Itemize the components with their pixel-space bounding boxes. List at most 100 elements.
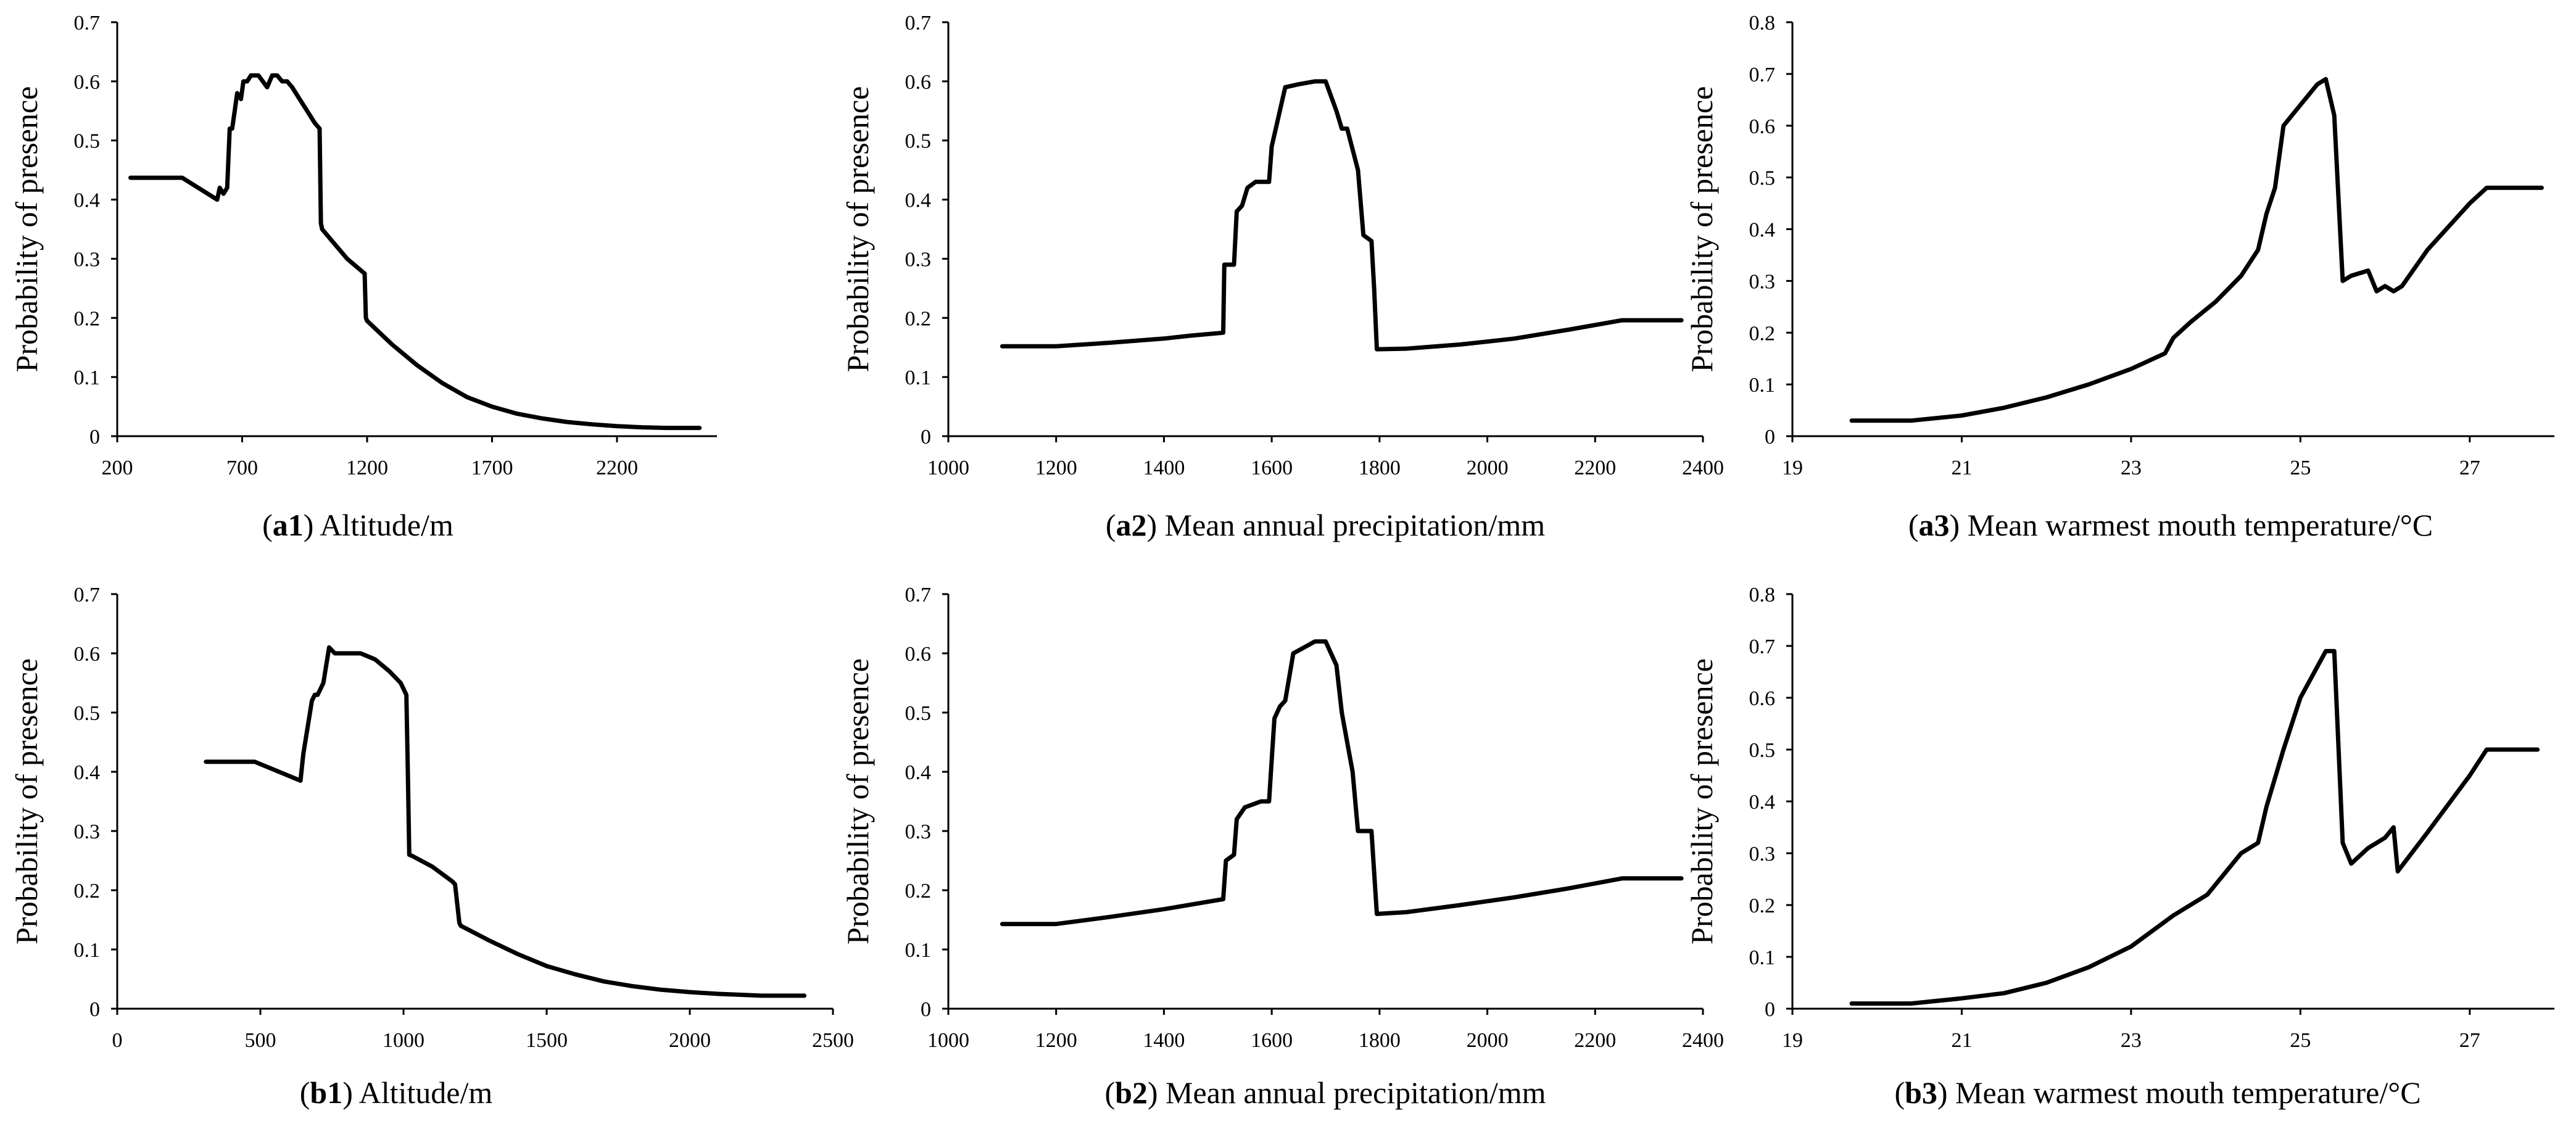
x-tick-label: 1600 <box>1251 457 1293 479</box>
y-tick-label: 0.5 <box>1749 167 1776 190</box>
y-tick-label: 0.7 <box>74 12 101 35</box>
y-tick-label: 0.3 <box>905 248 932 271</box>
x-tick-label: 2000 <box>669 1029 711 1052</box>
x-tick-label: 19 <box>1782 1029 1803 1052</box>
x-tick-label: 1200 <box>1035 1029 1077 1052</box>
y-tick-label: 0.1 <box>74 366 101 389</box>
y-tick-label: 0.6 <box>74 643 101 666</box>
y-tick-label: 0.6 <box>1749 115 1776 138</box>
y-tick-label: 0.2 <box>74 880 101 903</box>
panel-caption: (a2) Mean annual precipitation/mm <box>1106 508 1545 542</box>
x-tick-label: 1000 <box>383 1029 425 1052</box>
y-tick-label: 0.1 <box>74 939 101 962</box>
x-tick-label: 23 <box>2121 457 2142 479</box>
x-tick-label: 21 <box>1951 457 1972 479</box>
x-tick-label: 2000 <box>1467 457 1509 479</box>
panel-caption: (a3) Mean warmest mouth temperature/°C <box>1908 508 2433 542</box>
y-tick-label: 0.1 <box>905 366 932 389</box>
series-line <box>204 645 807 998</box>
caption-id: a3 <box>1919 508 1950 542</box>
caption-id: a1 <box>273 508 304 542</box>
chart-b2: 0 0.1 0.2 0.3 0.4 0.5 0.6 0.7 1000 1200 1400 1600 18… <box>840 584 1724 1110</box>
x-tick-label: 2200 <box>596 457 638 479</box>
y-axis-label: Probability of presence <box>840 658 875 945</box>
x-tick-label: 1200 <box>1035 457 1077 479</box>
y-axis-label: Probability of presence <box>840 86 875 373</box>
y-axis-label: Probability of presence <box>9 86 44 373</box>
y-tick-label: 0.7 <box>905 584 932 606</box>
caption-open-paren: ( <box>1106 508 1116 542</box>
y-tick-label: 0.2 <box>74 307 101 330</box>
y-tick-label: 0 <box>89 998 100 1021</box>
y-tick-label: 0.6 <box>74 71 101 94</box>
x-tick-label: 1200 <box>346 457 388 479</box>
caption-id: b3 <box>1905 1075 1937 1110</box>
y-tick-label: 0.4 <box>905 189 932 212</box>
series-line <box>1849 648 2540 1006</box>
x-tick-label: 2400 <box>1682 1029 1724 1052</box>
x-tick-label: 700 <box>226 457 258 479</box>
chart-a1: 0 0.1 0.2 0.3 0.4 0.5 0.6 0.7 200 700 1200 1700 2200… <box>9 12 717 542</box>
caption-id: b2 <box>1115 1075 1148 1110</box>
y-tick-label: 0.2 <box>1749 322 1776 345</box>
y-tick-label: 0.4 <box>74 761 101 784</box>
x-tick-label: 1800 <box>1359 457 1401 479</box>
caption-id: b1 <box>310 1075 342 1110</box>
caption-text: ) Altitude/m <box>342 1075 492 1110</box>
y-tick-label: 0.5 <box>74 130 101 153</box>
x-tick-label: 21 <box>1951 1029 1972 1052</box>
y-axis-label: Probability of presence <box>9 658 44 945</box>
y-tick-label: 0.6 <box>1749 687 1776 710</box>
panel-caption: (b2) Mean annual precipitation/mm <box>1104 1075 1546 1110</box>
x-tick-label: 500 <box>245 1029 276 1052</box>
y-tick-label: 0 <box>921 998 931 1021</box>
caption-text: ) Mean warmest mouth temperature/°C <box>1950 508 2433 542</box>
x-tick-label: 2000 <box>1467 1029 1509 1052</box>
y-tick-label: 0.2 <box>1749 895 1776 917</box>
series-line <box>128 73 702 431</box>
y-tick-label: 0.4 <box>905 761 932 784</box>
x-tick-label: 1000 <box>927 457 969 479</box>
x-tick-label: 1400 <box>1143 1029 1185 1052</box>
y-tick-label: 0.4 <box>1749 219 1776 242</box>
x-tick-label: 1400 <box>1143 457 1185 479</box>
y-tick-label: 0.5 <box>74 702 101 725</box>
x-tick-label: 1000 <box>927 1029 969 1052</box>
panel-caption: (b1) Altitude/m <box>300 1075 493 1110</box>
caption-text: ) Altitude/m <box>304 508 453 542</box>
x-tick-label: 2200 <box>1574 1029 1616 1052</box>
caption-text: ) Mean annual precipitation/mm <box>1148 1075 1546 1110</box>
y-tick-label: 0.7 <box>905 12 932 35</box>
y-tick-label: 0.7 <box>1749 64 1776 86</box>
y-tick-label: 0.5 <box>905 130 932 153</box>
y-tick-label: 0 <box>921 426 931 449</box>
y-tick-label: 0.2 <box>905 307 932 330</box>
y-tick-label: 0.6 <box>905 643 932 666</box>
series-line <box>1849 77 2544 423</box>
x-tick-label: 0 <box>112 1029 123 1052</box>
x-tick-label: 2500 <box>812 1029 854 1052</box>
x-tick-label: 1500 <box>526 1029 568 1052</box>
y-tick-label: 0.5 <box>905 702 932 725</box>
y-tick-label: 0.7 <box>1749 635 1776 658</box>
chart-a3: 0 0.1 0.2 0.3 0.4 0.5 0.6 0.7 0.8 19 21 23 25 27 Proba… <box>1684 12 2554 542</box>
y-tick-label: 0.3 <box>905 821 932 843</box>
x-tick-label: 19 <box>1782 457 1803 479</box>
x-tick-label: 200 <box>102 457 133 479</box>
panel-caption: (b3) Mean warmest mouth temperature/°C <box>1894 1075 2421 1110</box>
y-axis-label: Probability of presence <box>1684 86 1719 373</box>
y-tick-label: 0.1 <box>1749 374 1776 397</box>
series-line <box>1000 79 1684 352</box>
y-tick-label: 0.7 <box>74 584 101 606</box>
caption-open-paren: ( <box>262 508 273 542</box>
x-tick-label: 27 <box>2459 457 2480 479</box>
y-tick-label: 0.3 <box>1749 270 1776 293</box>
y-tick-label: 0.3 <box>74 821 101 843</box>
y-tick-label: 0.1 <box>905 939 932 962</box>
x-tick-label: 25 <box>2290 1029 2311 1052</box>
y-tick-label: 0.1 <box>1749 946 1776 969</box>
x-tick-label: 23 <box>2121 1029 2142 1052</box>
caption-text: ) Mean annual precipitation/mm <box>1147 508 1546 542</box>
x-tick-label: 25 <box>2290 457 2311 479</box>
